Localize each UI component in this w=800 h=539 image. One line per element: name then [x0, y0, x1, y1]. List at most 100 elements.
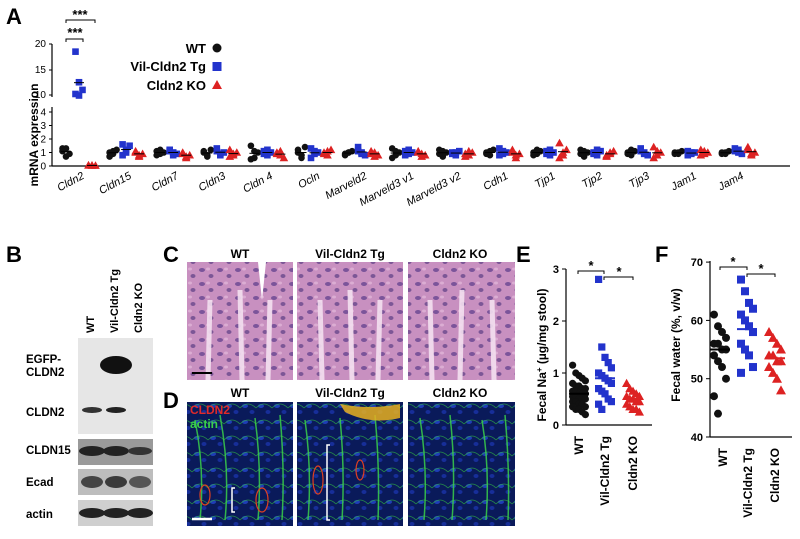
point-tg [640, 150, 648, 158]
point-wt [66, 150, 73, 158]
point-wt [714, 357, 722, 366]
point-ko [464, 146, 474, 155]
point-tg [745, 322, 753, 331]
panel-a-ytick-3: 3 [40, 121, 46, 132]
gene-label: Jam4 [716, 170, 746, 194]
point-tg [735, 146, 742, 154]
panel-a-ytick-20: 20 [35, 39, 47, 50]
point-wt [718, 363, 726, 372]
point-tg [595, 400, 603, 408]
point-tg [119, 151, 126, 159]
point-tg [607, 364, 615, 372]
point-tg [405, 146, 412, 154]
point-ko [370, 152, 379, 160]
panel-b-lane-ko: Cldn2 KO [133, 282, 145, 333]
point-ko [413, 146, 423, 155]
gene-label: Tjp3 [627, 170, 652, 191]
point-tg [601, 353, 609, 361]
blot-label-egfp-2: CLDN2 [26, 367, 64, 379]
point-tg [311, 147, 318, 155]
point-wt [580, 147, 588, 155]
point-ko [511, 150, 521, 159]
he-histology-images [187, 262, 515, 381]
point-wt [581, 385, 590, 393]
panel-e-ytick-3: 3 [553, 264, 559, 276]
panel-a-ytick-1: 1 [40, 148, 46, 159]
point-ko [417, 152, 426, 160]
point-wt [627, 146, 635, 154]
panel-e-cat-ko: Cldn2 KO [626, 436, 640, 491]
point-ko [279, 153, 289, 162]
point-wt [247, 142, 255, 150]
panel-c-title-ko: Cldn2 KO [433, 247, 488, 261]
panel-c-title-wt: WT [231, 247, 250, 261]
point-wt [569, 361, 577, 369]
point-tg [122, 149, 130, 156]
panel-e-cat-tg: Vil-Cldn2 Tg [598, 436, 612, 506]
point-ko [747, 149, 756, 158]
panel-a-ylabel: mRNA expression [27, 84, 41, 187]
blot-label-cldn15: CLDN15 [26, 445, 71, 457]
immunofluorescence-images [187, 402, 515, 526]
point-wt [581, 395, 590, 403]
point-ko [764, 362, 774, 372]
point-tg [354, 143, 362, 151]
blot-label-actin: actin [26, 509, 53, 521]
point-tg [691, 149, 699, 156]
gene-label: Cldn 4 [241, 170, 275, 196]
point-wt [581, 411, 590, 419]
panel-e-ytick-0: 0 [553, 420, 559, 432]
point-wt [722, 374, 730, 383]
gene-label: Cldn2 [55, 170, 86, 194]
point-wt [581, 377, 590, 385]
panel-e-ytick-1: 1 [553, 368, 559, 380]
western-blot [78, 338, 153, 526]
panel-a-sig-2: *** [67, 25, 83, 40]
point-tg [72, 48, 79, 55]
point-ko [634, 397, 644, 406]
panel-a-ytick-2: 2 [40, 135, 46, 146]
blot-label-ecad: Ecad [26, 477, 54, 489]
panel-a-sig-1: *** [72, 7, 88, 22]
point-tg [749, 304, 757, 313]
panel-f-sig-2: * [758, 261, 764, 276]
panel-f-ylabel: Fecal water (%, v/w) [669, 288, 683, 401]
point-tg [260, 150, 268, 158]
panel-c-label: C [163, 242, 179, 267]
panel-f-cat-wt: WT [716, 447, 730, 466]
point-tg [264, 146, 271, 154]
point-tg [358, 150, 365, 158]
point-wt [109, 147, 117, 155]
gene-label: Jam1 [668, 170, 698, 194]
point-tg [173, 150, 180, 158]
point-wt [439, 147, 447, 155]
panel-e-label: E [516, 242, 531, 267]
point-tg [593, 151, 601, 159]
point-ko [555, 138, 564, 147]
point-ko [134, 150, 144, 159]
point-tg [169, 151, 177, 159]
point-wt [530, 151, 537, 159]
point-tg [688, 149, 695, 156]
point-tg [496, 145, 503, 152]
point-ko [461, 152, 470, 160]
panel-b-lane-wt: WT [85, 316, 97, 333]
gene-label: Tjp2 [580, 170, 605, 191]
point-ko [776, 344, 786, 354]
point-tg [737, 275, 745, 284]
point-wt [710, 310, 718, 319]
gene-label: Cldn7 [150, 170, 182, 195]
point-tg [307, 145, 315, 152]
point-tg [607, 398, 615, 406]
point-wt [710, 351, 718, 360]
point-tg [456, 147, 463, 155]
panel-a-bracket-tg [65, 38, 84, 42]
panel-b-label: B [6, 242, 22, 267]
point-wt [581, 403, 590, 411]
point-tg [452, 149, 460, 156]
point-ko [225, 145, 235, 154]
panel-d-title-wt: WT [231, 386, 250, 400]
point-tg [401, 147, 409, 155]
point-wt [714, 322, 722, 331]
blot-label-egfp-1: EGFP- [26, 354, 61, 366]
